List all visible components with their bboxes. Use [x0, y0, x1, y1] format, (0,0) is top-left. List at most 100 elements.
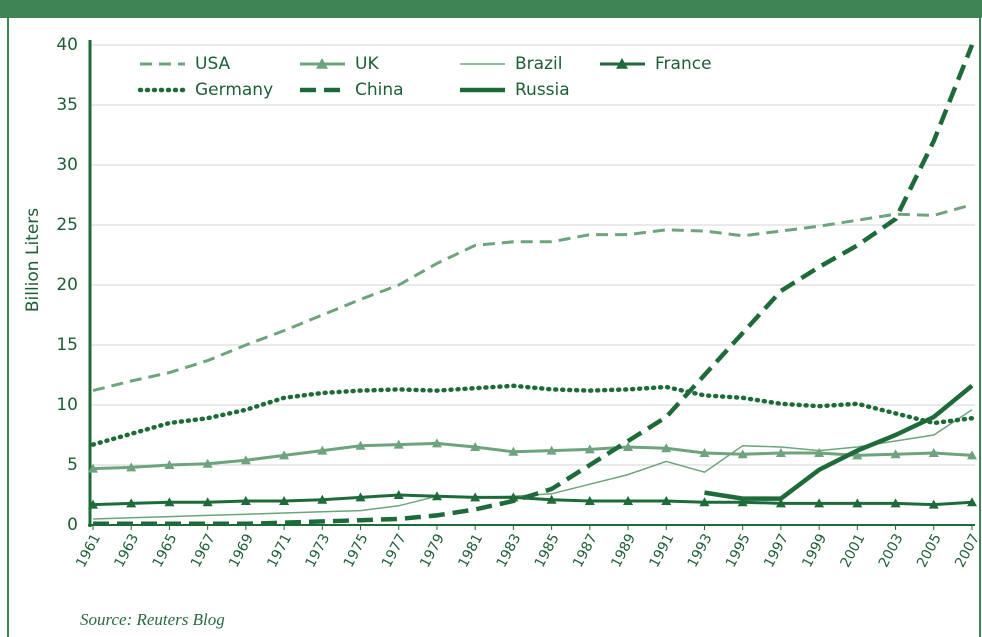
legend-label: USA: [195, 54, 231, 74]
x-tick-label: 2005: [914, 531, 945, 570]
marker: [431, 438, 442, 448]
marker: [584, 496, 595, 505]
marker: [202, 497, 213, 507]
x-tick-label: 1963: [111, 531, 142, 570]
y-axis-label: Billion Liters: [23, 208, 43, 312]
series-line: [92, 203, 973, 393]
marker: [661, 443, 672, 453]
x-tick-label: 1985: [532, 531, 563, 570]
marker: [928, 448, 939, 457]
x-tick-label: 1983: [494, 531, 525, 570]
x-tick-label: 1977: [379, 531, 410, 570]
x-tick-label: 1989: [608, 531, 639, 570]
header-bar: [0, 0, 982, 18]
x-tick-label: 1981: [455, 531, 486, 570]
y-tick-label: 10: [56, 395, 78, 415]
marker: [737, 449, 748, 459]
marker: [279, 450, 290, 460]
x-tick-label: 1987: [570, 531, 601, 570]
marker: [737, 497, 748, 507]
marker: [431, 491, 442, 501]
marker: [699, 497, 710, 507]
x-tick-label: 2001: [838, 531, 869, 570]
marker: [355, 440, 366, 450]
x-tick-label: 1961: [73, 531, 104, 570]
marker: [546, 445, 557, 455]
marker: [814, 448, 825, 457]
marker: [240, 496, 251, 505]
marker: [317, 494, 328, 504]
x-tick-label: 1997: [761, 531, 792, 570]
x-tick-label: 1991: [646, 531, 677, 570]
series-line: [704, 384, 974, 501]
legend-label: Germany: [195, 80, 273, 100]
marker: [393, 490, 404, 499]
legend-label: China: [355, 80, 404, 100]
marker: [890, 498, 901, 508]
legend-label: UK: [355, 54, 379, 74]
series-line: [93, 44, 975, 527]
marker: [164, 460, 175, 469]
legend-label: Brazil: [515, 54, 562, 74]
x-tick-label: 2003: [876, 531, 907, 570]
marker: [317, 445, 328, 455]
source: Source: Reuters Blog: [80, 610, 225, 629]
marker: [164, 497, 175, 507]
marker: [890, 449, 901, 459]
y-tick-label: 20: [56, 275, 78, 295]
x-tick-label: 1965: [150, 531, 181, 570]
marker: [88, 499, 98, 509]
x-tick-label: 1995: [723, 531, 754, 570]
marker: [852, 498, 863, 508]
x-tick-label: 1971: [264, 531, 295, 570]
y-tick-label: 35: [56, 95, 78, 115]
marker: [852, 450, 863, 460]
y-tick-label: 15: [56, 335, 78, 355]
marker: [88, 463, 98, 473]
marker: [661, 496, 672, 505]
marker: [240, 455, 251, 465]
marker: [546, 494, 557, 504]
marker: [967, 497, 977, 507]
legend-marker: [316, 58, 328, 69]
marker: [699, 448, 710, 457]
legend-label: France: [655, 54, 712, 74]
marker: [279, 496, 290, 505]
series-line: [92, 441, 973, 471]
marker: [928, 499, 939, 509]
series-line: [92, 493, 973, 507]
y-tick-label: 0: [67, 515, 78, 535]
marker: [126, 498, 137, 508]
marker: [967, 450, 977, 460]
marker: [202, 458, 213, 468]
marker: [470, 442, 481, 451]
x-tick-label: 1999: [799, 531, 830, 570]
x-tick-label: 1969: [226, 531, 257, 570]
marker: [355, 492, 366, 502]
marker: [508, 446, 519, 456]
y-tick-label: 40: [56, 35, 78, 55]
y-tick-label: 25: [56, 215, 78, 235]
marker: [775, 498, 786, 508]
legend-marker: [616, 58, 628, 69]
series-line: [90, 383, 975, 447]
marker: [126, 462, 137, 472]
x-tick-label: 1979: [417, 531, 448, 570]
y-tick-label: 5: [67, 455, 78, 475]
legend-label: Russia: [515, 80, 570, 100]
marker: [775, 448, 786, 457]
x-tick-label: 1993: [685, 531, 716, 570]
x-tick-label: 2007: [952, 531, 982, 570]
y-tick-label: 30: [56, 155, 78, 175]
x-tick-label: 1975: [341, 531, 372, 570]
marker: [470, 492, 481, 502]
marker: [393, 439, 404, 449]
marker: [623, 442, 634, 451]
x-tick-label: 1973: [303, 531, 334, 570]
marker: [814, 498, 825, 508]
marker: [623, 496, 634, 505]
x-tick-label: 1967: [188, 531, 219, 570]
marker: [584, 444, 595, 454]
marker: [508, 492, 519, 502]
